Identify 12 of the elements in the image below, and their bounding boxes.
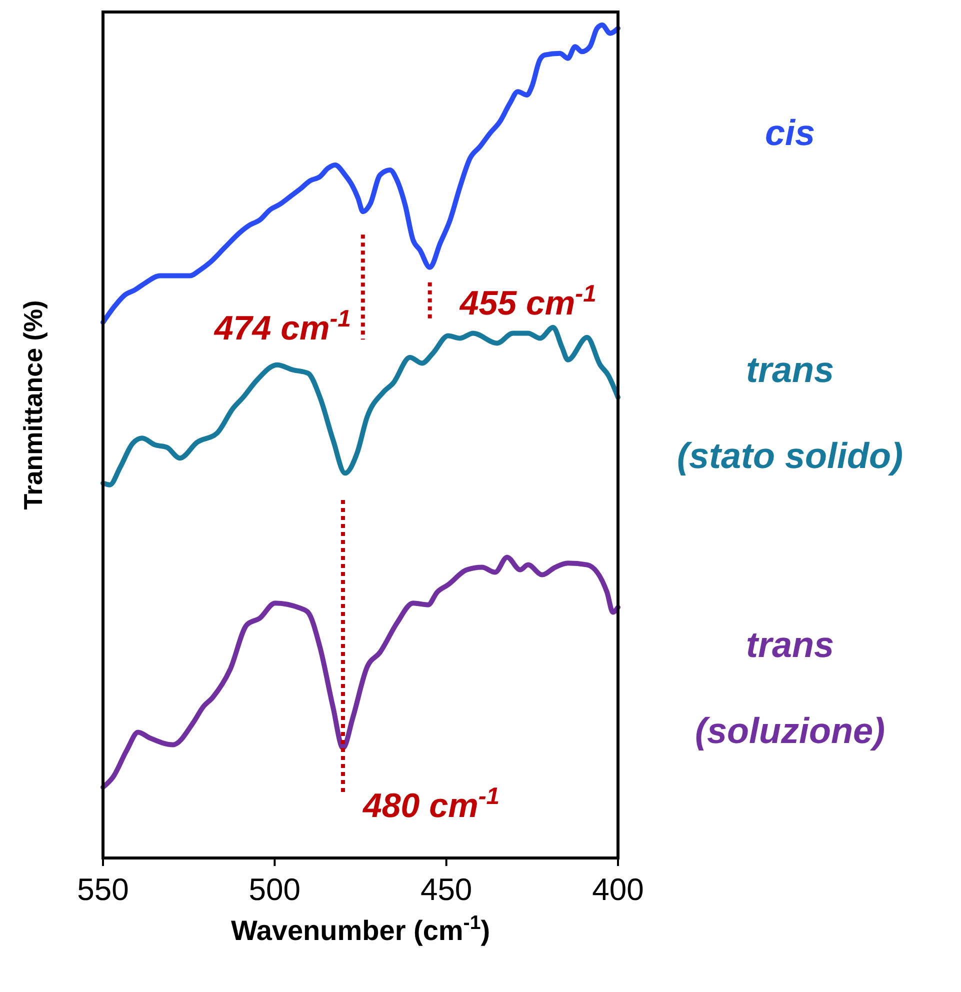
x-tick-label: 550: [77, 872, 129, 907]
x-tick-label: 400: [592, 872, 644, 907]
text: cis: [764, 112, 816, 153]
annotation: 480 cm$^{-1}$: [362, 782, 500, 826]
text: trans (stato solido): [677, 349, 903, 476]
annotation: 474 cm$^{-1}$: [213, 305, 351, 348]
text: trans (soluzione): [695, 624, 885, 751]
x-tick-label: 450: [420, 872, 472, 907]
annotation: 455 cm$^{-1}$: [458, 280, 596, 322]
x-tick-label: 500: [248, 872, 301, 907]
y-axis-title: Tranmittance (%): [18, 300, 48, 510]
x-axis-title: Wavenumber (cm$^{-1}$): [230, 912, 490, 946]
